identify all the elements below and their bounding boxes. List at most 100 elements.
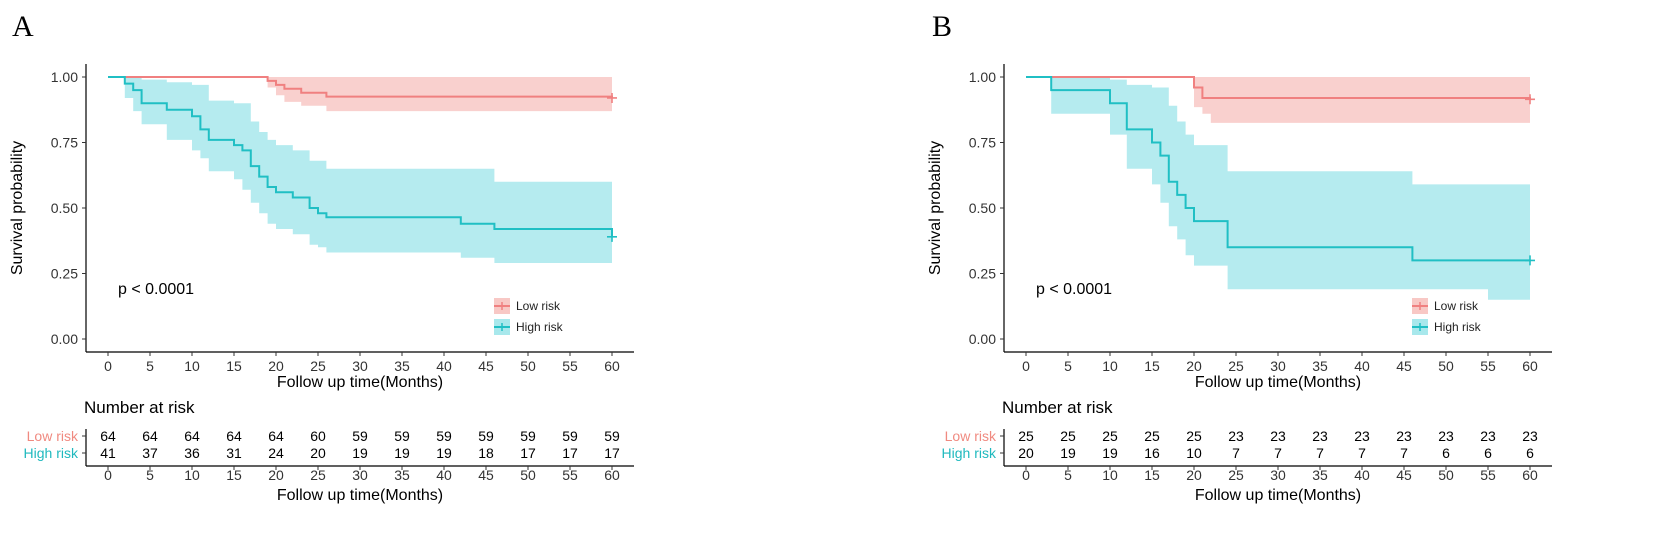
risk-count: 23 [1228, 428, 1244, 444]
risk-x-tick-label: 55 [562, 467, 578, 483]
risk-count: 64 [100, 428, 116, 444]
risk-row-label-high-risk: High risk [942, 445, 997, 461]
risk-x-tick-label: 50 [520, 467, 536, 483]
risk-count: 6 [1442, 445, 1450, 461]
legend-label: High risk [1434, 320, 1482, 334]
p-value-annotation: p < 0.0001 [1036, 281, 1112, 298]
risk-count: 19 [394, 445, 410, 461]
risk-x-tick-label: 25 [1228, 467, 1244, 483]
risk-count: 25 [1102, 428, 1118, 444]
y-axis-title: Survival probability [927, 141, 944, 275]
y-tick-label: 1.00 [969, 69, 996, 85]
x-tick-label: 55 [1480, 358, 1496, 374]
risk-x-axis-title: Follow up time(Months) [277, 487, 443, 504]
risk-count: 64 [268, 428, 284, 444]
legend-label: Low risk [516, 299, 561, 313]
risk-count: 41 [100, 445, 116, 461]
risk-x-tick-label: 30 [352, 467, 368, 483]
censor-mark [1525, 255, 1535, 266]
y-tick-label: 0.50 [51, 200, 78, 216]
risk-count: 25 [1018, 428, 1034, 444]
panel-label: A [12, 10, 34, 43]
risk-count: 23 [1438, 428, 1454, 444]
x-tick-label: 40 [436, 358, 452, 374]
risk-count: 60 [310, 428, 326, 444]
risk-x-tick-label: 60 [1522, 467, 1538, 483]
ci-band-low-risk [1026, 77, 1530, 125]
risk-count: 7 [1316, 445, 1324, 461]
risk-count: 59 [394, 428, 410, 444]
x-tick-label: 5 [1064, 358, 1072, 374]
risk-row-label-high-risk: High risk [24, 445, 79, 461]
risk-count: 25 [1186, 428, 1202, 444]
y-tick-label: 0.00 [51, 331, 78, 347]
x-tick-label: 30 [352, 358, 368, 374]
x-tick-label: 45 [1396, 358, 1412, 374]
risk-count: 25 [1060, 428, 1076, 444]
risk-x-tick-label: 0 [104, 467, 112, 483]
risk-count: 64 [226, 428, 242, 444]
x-tick-label: 5 [146, 358, 154, 374]
risk-count: 10 [1186, 445, 1202, 461]
km-panel-b: B0.000.250.500.751.000 5 10 15 20 25 30 35 40 45 5… [927, 10, 1552, 504]
risk-x-tick-label: 60 [604, 467, 620, 483]
risk-count: 6 [1526, 445, 1534, 461]
x-axis-title: Follow up time(Months) [1195, 374, 1361, 391]
risk-table: Number at risk Low risk 25 25 25 25 25 23 23 23 23… [942, 398, 1552, 504]
risk-x-tick-label: 45 [1396, 467, 1412, 483]
risk-x-tick-label: 0 [1022, 467, 1030, 483]
risk-count: 16 [1144, 445, 1160, 461]
risk-table-title: Number at risk [84, 398, 195, 417]
risk-count: 23 [1480, 428, 1496, 444]
legend-item-low-risk: Low risk [1412, 298, 1479, 314]
risk-count: 23 [1522, 428, 1538, 444]
x-tick-label: 35 [1312, 358, 1328, 374]
risk-count: 31 [226, 445, 242, 461]
legend-label: High risk [516, 320, 564, 334]
y-tick-label: 0.50 [969, 200, 996, 216]
survival-line-low-risk [108, 76, 613, 98]
risk-count: 59 [478, 428, 494, 444]
x-tick-label: 10 [1102, 358, 1118, 374]
x-tick-label: 50 [1438, 358, 1454, 374]
legend-item-high-risk: High risk [1412, 319, 1482, 335]
risk-x-tick-label: 35 [1312, 467, 1328, 483]
risk-x-tick-label: 20 [1186, 467, 1202, 483]
risk-count: 7 [1400, 445, 1408, 461]
x-tick-label: 15 [1144, 358, 1160, 374]
risk-x-tick-label: 55 [1480, 467, 1496, 483]
legend-item-high-risk: High risk [494, 319, 564, 335]
risk-x-tick-label: 5 [1064, 467, 1072, 483]
ci-band-low-risk [108, 77, 612, 113]
x-tick-label: 25 [310, 358, 326, 374]
x-tick-label: 0 [1022, 358, 1030, 374]
risk-count: 23 [1312, 428, 1328, 444]
y-tick-label: 0.25 [51, 266, 78, 282]
risk-count: 20 [310, 445, 326, 461]
risk-count: 7 [1232, 445, 1240, 461]
risk-count: 23 [1270, 428, 1286, 444]
risk-count: 19 [352, 445, 368, 461]
risk-count: 18 [478, 445, 494, 461]
risk-x-tick-label: 40 [1354, 467, 1370, 483]
x-tick-label: 45 [478, 358, 494, 374]
legend-label: Low risk [1434, 299, 1479, 313]
risk-row-label-low-risk: Low risk [27, 428, 79, 444]
risk-x-tick-label: 5 [146, 467, 154, 483]
risk-count: 24 [268, 445, 284, 461]
x-tick-label: 15 [226, 358, 242, 374]
risk-count: 17 [520, 445, 536, 461]
risk-count: 59 [436, 428, 452, 444]
risk-count: 20 [1018, 445, 1034, 461]
risk-x-tick-label: 10 [184, 467, 200, 483]
risk-count: 59 [562, 428, 578, 444]
censor-mark [607, 231, 617, 242]
y-axis-title: Survival probability [9, 141, 26, 275]
x-tick-label: 50 [520, 358, 536, 374]
risk-x-tick-label: 45 [478, 467, 494, 483]
risk-count: 23 [1354, 428, 1370, 444]
censor-mark [607, 92, 617, 103]
risk-x-tick-label: 50 [1438, 467, 1454, 483]
risk-count: 37 [142, 445, 158, 461]
risk-count: 64 [142, 428, 158, 444]
